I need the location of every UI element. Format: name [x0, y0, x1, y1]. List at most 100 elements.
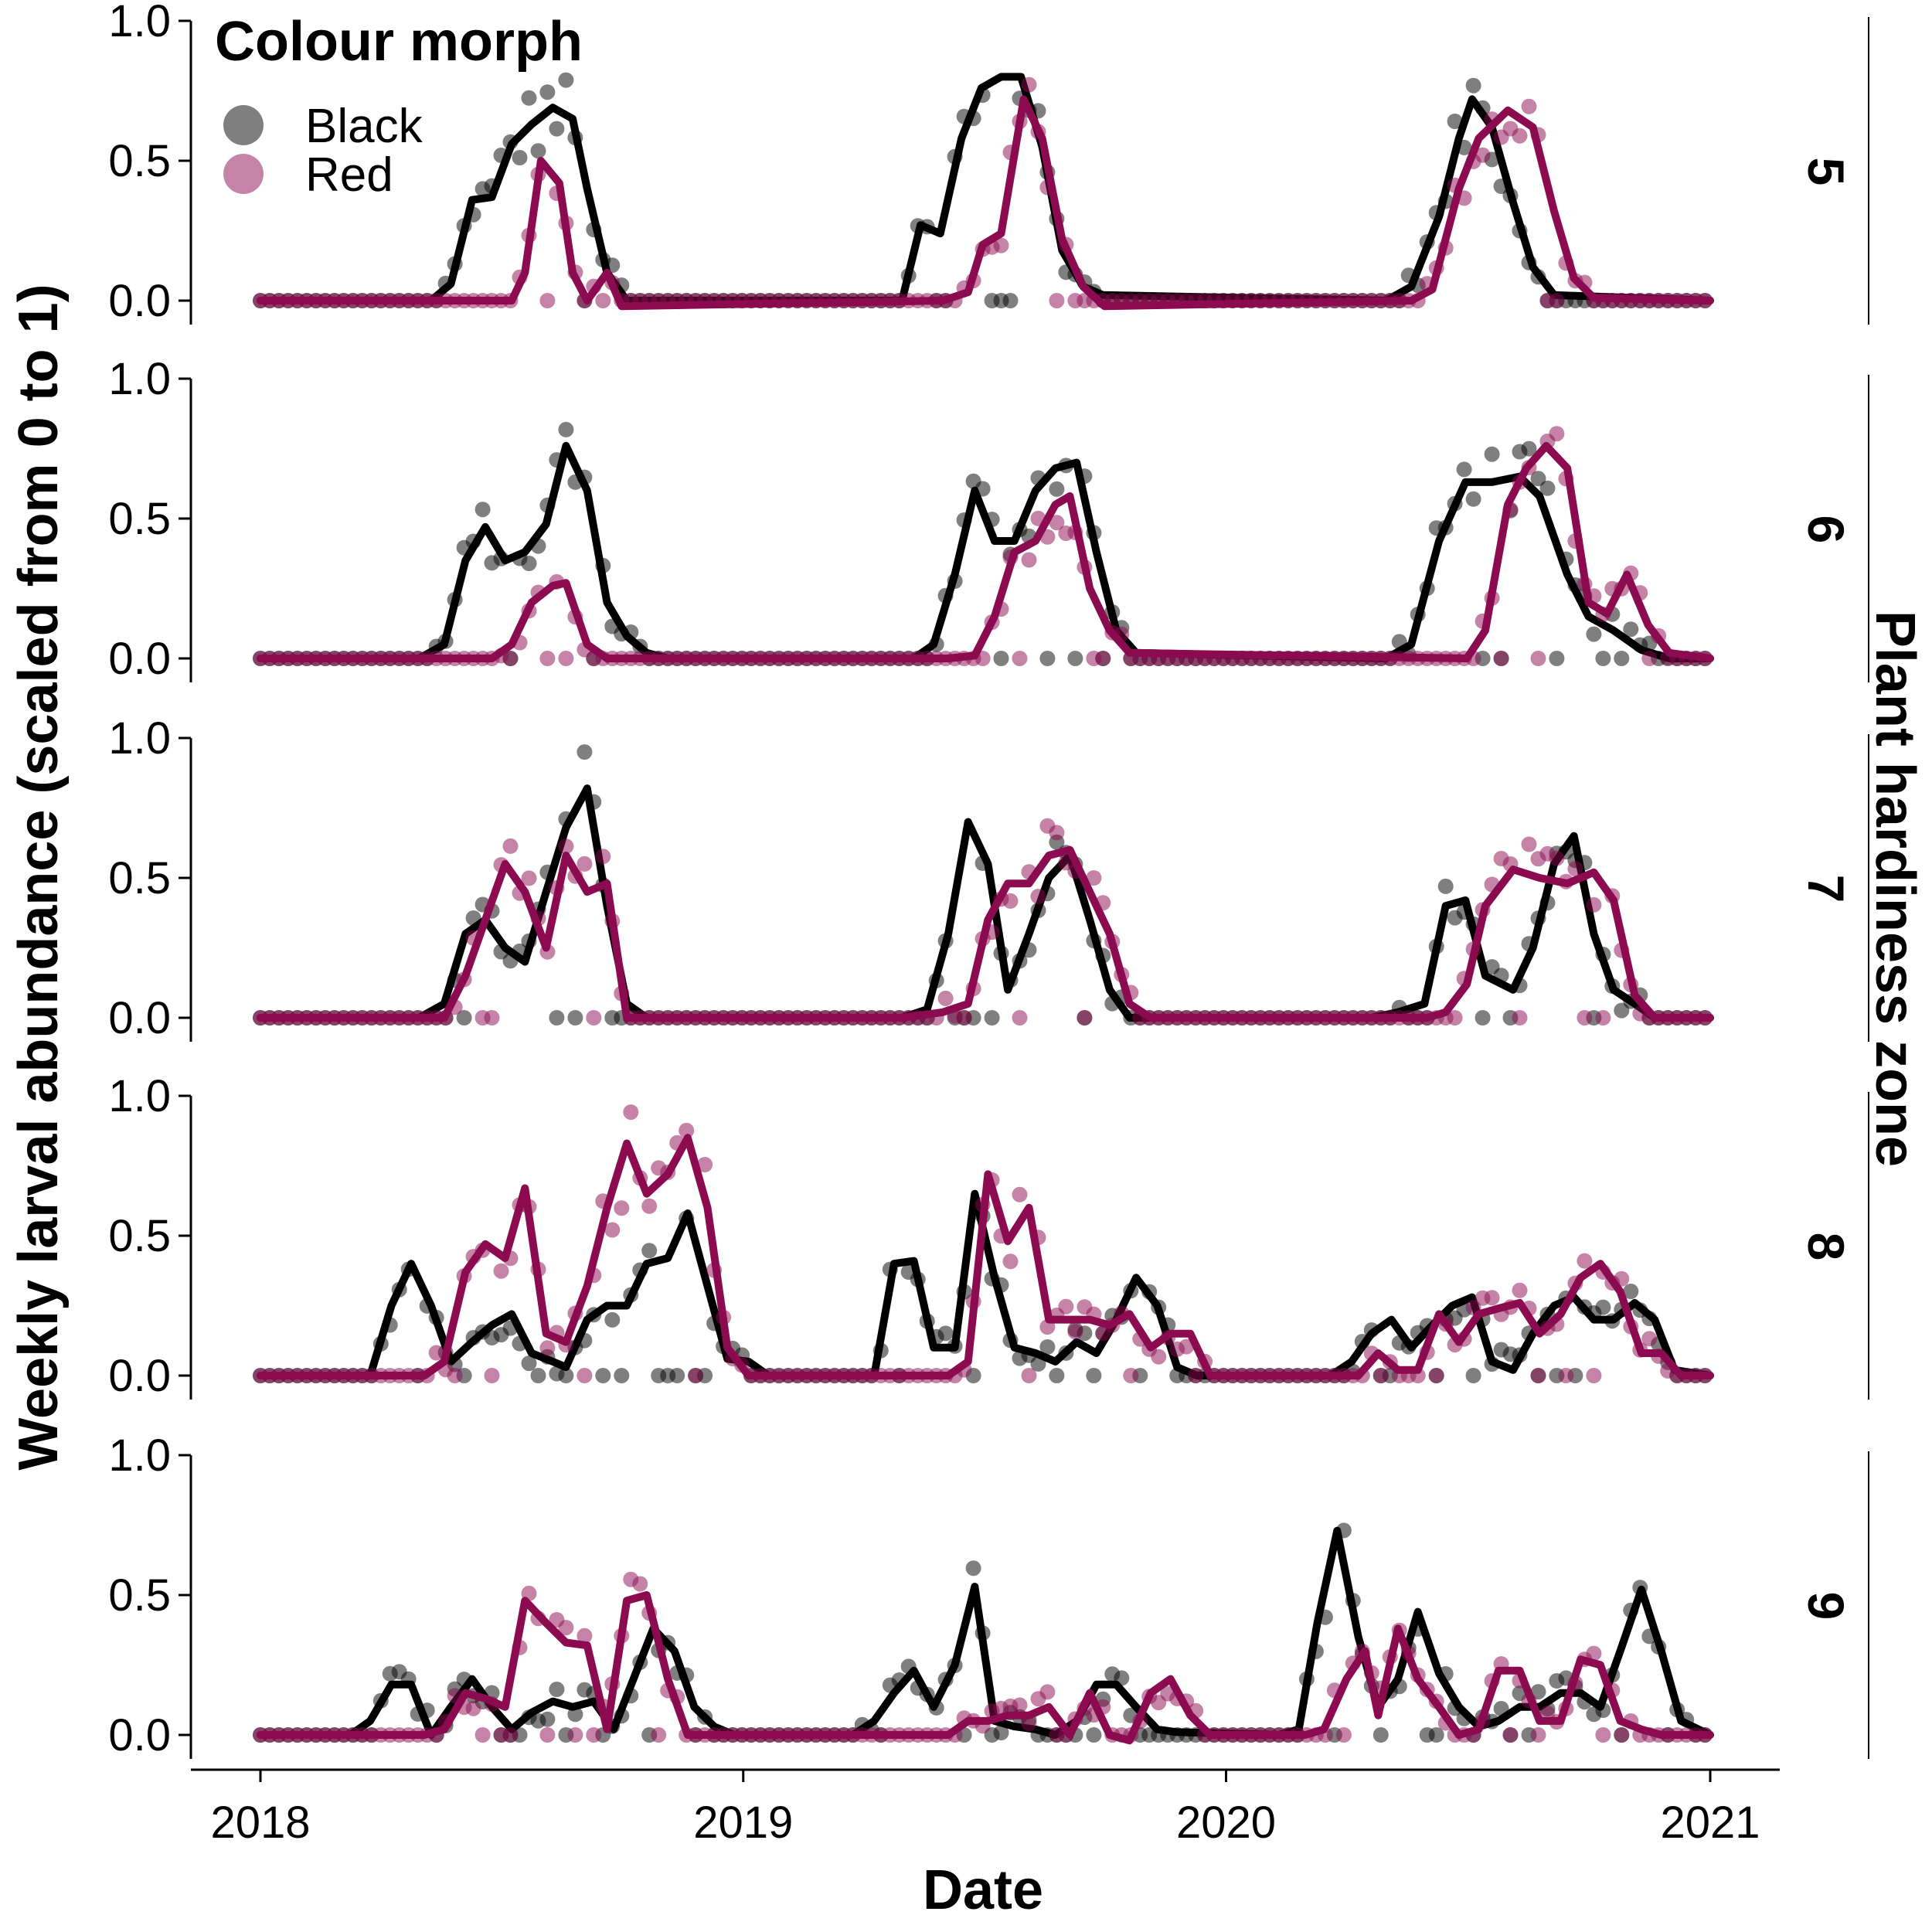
data-point-red	[577, 1628, 593, 1644]
y-tick-label: 1.0	[108, 354, 171, 404]
data-point-red	[993, 237, 1009, 253]
data-point-black	[577, 744, 593, 760]
data-point-black	[1465, 491, 1481, 507]
data-point-black	[641, 1243, 658, 1259]
data-point-red	[1012, 1186, 1028, 1202]
data-point-red	[1521, 836, 1537, 852]
y-tick-label: 0.0	[108, 634, 171, 684]
data-point-red	[1512, 128, 1528, 144]
strip-label-zone: 8	[1798, 1233, 1855, 1261]
data-point-black	[1447, 114, 1463, 129]
series-line-black	[257, 73, 1714, 304]
panel-zone-8: 0.0 0.5 1.0 8	[108, 1071, 1869, 1401]
data-point-red	[1484, 1290, 1500, 1306]
data-point-red	[641, 1198, 658, 1214]
legend-key-black	[223, 105, 264, 145]
data-point-red	[447, 1368, 463, 1383]
data-point-black	[1539, 480, 1556, 496]
data-point-black	[1595, 1299, 1611, 1315]
data-point-red	[577, 855, 593, 872]
data-point-black	[558, 72, 574, 88]
data-point-red	[502, 1727, 519, 1743]
data-point-red	[1558, 1368, 1574, 1383]
data-point-red	[1595, 1727, 1611, 1743]
data-point-black	[549, 1010, 565, 1026]
data-point-black	[549, 1682, 565, 1697]
data-point-red	[1335, 1727, 1352, 1743]
legend-label-black: Black	[305, 100, 423, 153]
data-point-red	[1502, 1727, 1519, 1743]
data-point-black	[984, 1010, 1000, 1026]
panel-zone-5: 0.0 0.5 1.0 5	[108, 0, 1869, 326]
data-point-red	[1058, 1298, 1074, 1315]
data-point-black	[1039, 651, 1056, 666]
data-point-black	[1530, 471, 1546, 487]
data-point-red	[1577, 1253, 1593, 1269]
data-point-red	[614, 1200, 630, 1216]
legend-title: Colour morph	[215, 11, 583, 73]
data-point-red	[1493, 651, 1509, 666]
data-point-black	[521, 1355, 537, 1372]
data-point-red	[1595, 1010, 1611, 1026]
data-point-red	[1549, 293, 1565, 308]
legend-key-red	[223, 154, 264, 194]
data-point-red	[1012, 1697, 1028, 1713]
data-point-red	[1512, 1282, 1528, 1298]
strip-label-zone: 7	[1798, 875, 1855, 903]
data-point-red	[1549, 850, 1565, 866]
x-tick-label: 2020	[1176, 1798, 1276, 1848]
panel-zone-6: 0.0 0.5 1.0 6	[108, 354, 1869, 684]
data-point-black	[521, 556, 537, 571]
data-point-red	[1530, 1727, 1546, 1743]
series-line-red	[257, 845, 1714, 1022]
data-point-red	[586, 1727, 602, 1743]
data-point-red	[1372, 1368, 1389, 1383]
data-point-red	[688, 1368, 704, 1383]
y-tick-label: 0.0	[108, 276, 171, 326]
data-point-red	[1512, 1010, 1528, 1026]
data-point-red	[1567, 861, 1583, 877]
data-point-black	[558, 1368, 574, 1383]
data-point-red	[493, 1263, 509, 1279]
data-point-red	[1012, 651, 1028, 666]
x-tick-label: 2019	[693, 1798, 793, 1848]
data-point-black	[1039, 1339, 1056, 1355]
data-point-red	[1521, 98, 1537, 114]
y-tick-label: 0.5	[108, 1211, 171, 1261]
data-point-red	[1530, 651, 1546, 666]
data-point-red	[539, 1340, 556, 1356]
data-point-red	[679, 1122, 695, 1138]
data-point-black	[1521, 440, 1537, 457]
data-point-black	[1465, 1368, 1481, 1383]
x-axis-title: Date	[923, 1859, 1043, 1921]
data-point-red	[586, 1010, 602, 1026]
data-point-red	[1049, 293, 1065, 308]
data-point-red	[502, 651, 519, 666]
data-point-black	[530, 143, 546, 159]
data-point-red	[1614, 1727, 1630, 1743]
strip-label-zone: 6	[1798, 515, 1855, 544]
series-line-red	[257, 95, 1714, 311]
data-point-black	[539, 1711, 556, 1727]
data-point-black	[567, 1010, 583, 1026]
data-point-red	[1049, 515, 1065, 531]
data-point-red	[1095, 651, 1111, 666]
data-point-red	[1086, 870, 1102, 886]
data-point-black	[456, 1010, 472, 1026]
series-line-red	[257, 441, 1714, 662]
strip-label-zone: 9	[1798, 1592, 1855, 1621]
data-point-black	[1595, 651, 1611, 666]
series-line-red	[257, 1591, 1714, 1745]
data-point-black	[1428, 1727, 1444, 1743]
data-point-red	[428, 1345, 444, 1361]
data-point-black	[1586, 626, 1602, 642]
data-point-red	[1188, 1368, 1204, 1383]
data-point-red	[1475, 147, 1491, 163]
data-point-red	[539, 1727, 556, 1743]
data-point-black	[1437, 878, 1454, 894]
data-point-red	[1123, 1368, 1139, 1383]
y-tick-label: 0.5	[108, 494, 171, 544]
data-point-black	[993, 1725, 1009, 1740]
data-point-red	[1577, 1010, 1593, 1026]
